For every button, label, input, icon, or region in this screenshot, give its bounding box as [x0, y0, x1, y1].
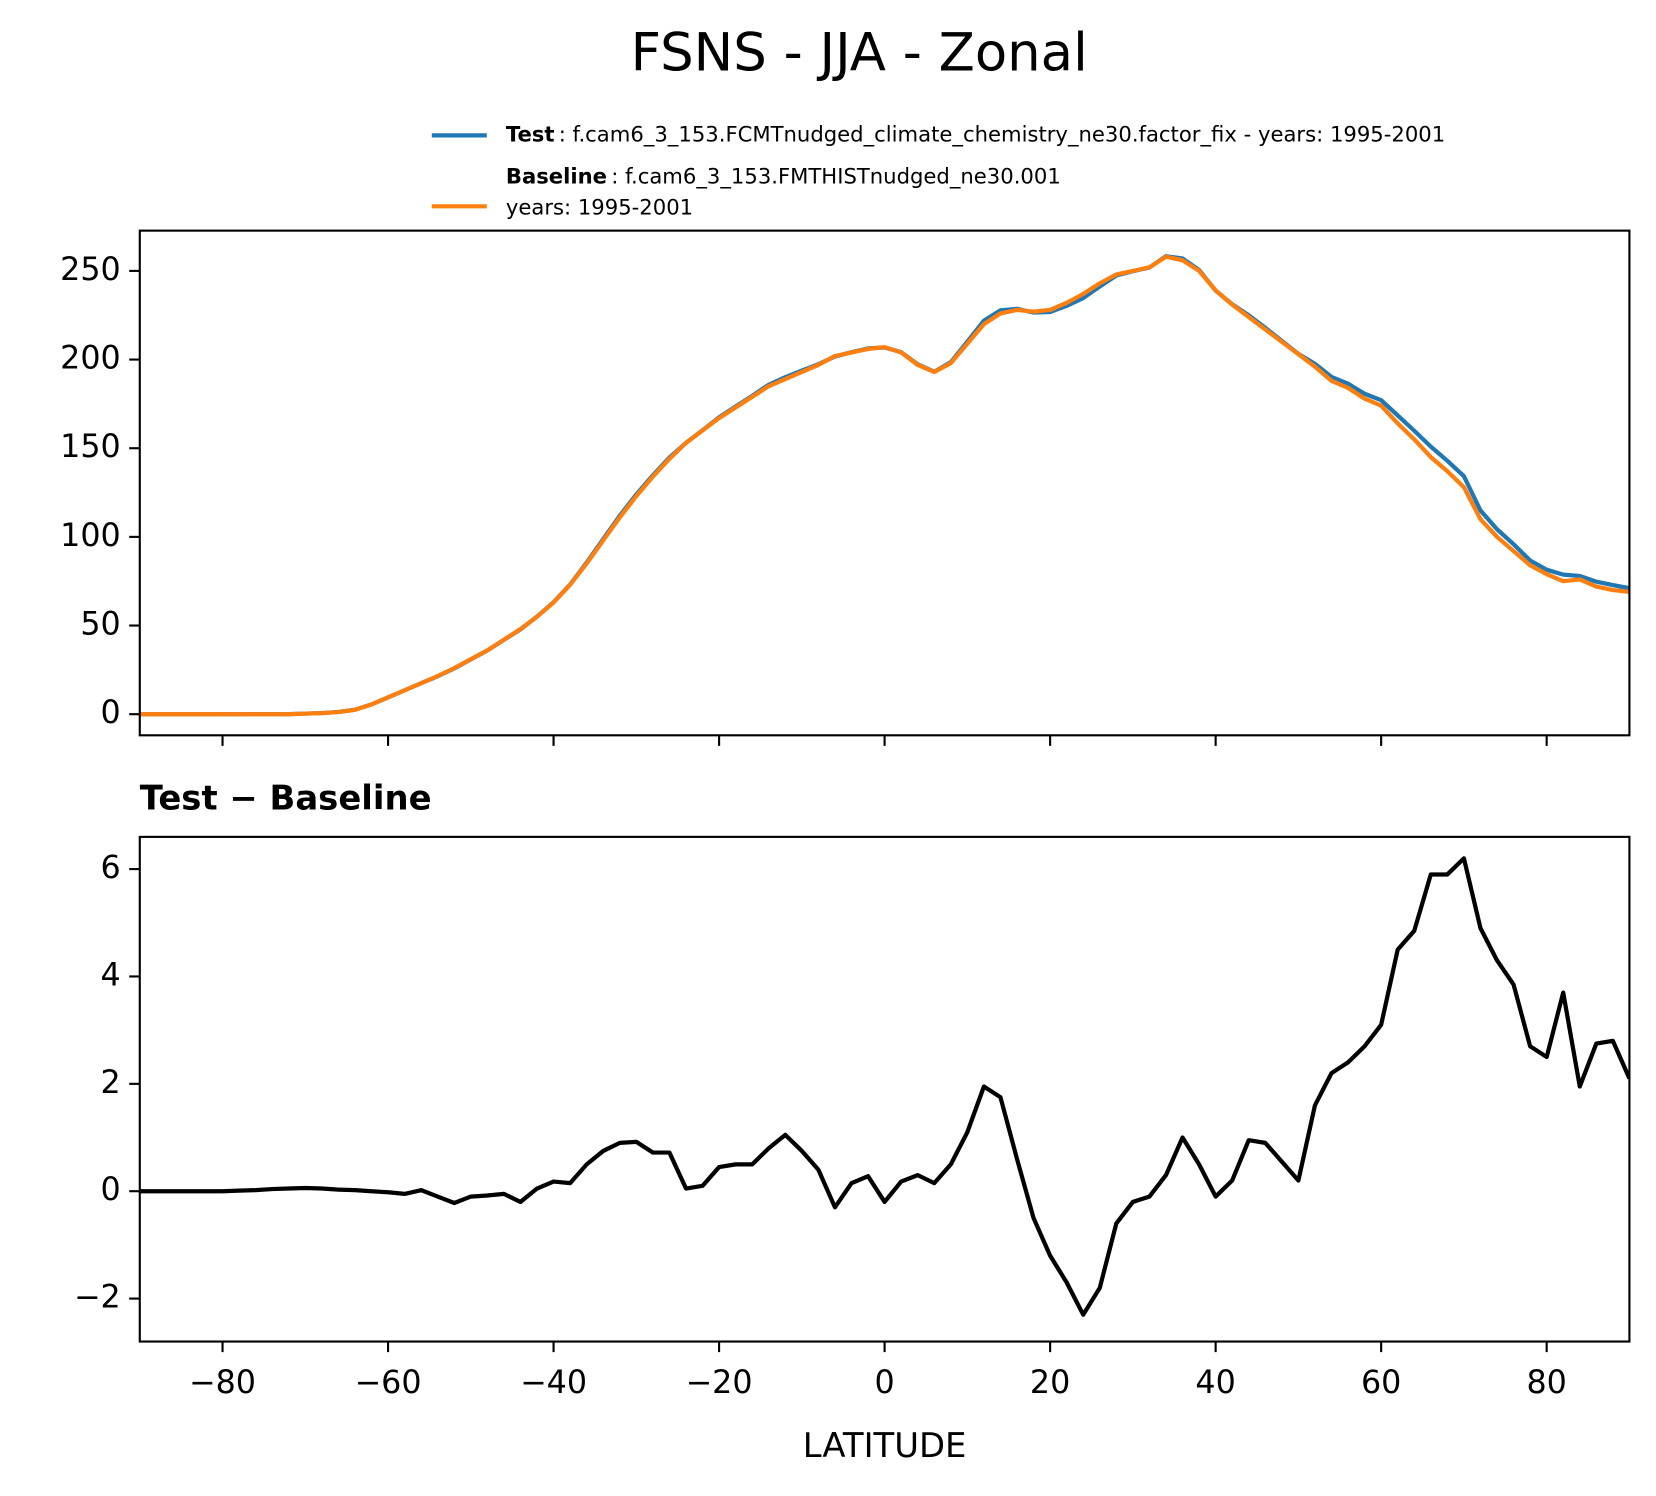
y-tick-label: 150	[60, 429, 121, 465]
y-tick-label: −2	[74, 1280, 121, 1316]
x-tick-label: −20	[686, 1365, 753, 1401]
x-axis-label: LATITUDE	[803, 1426, 967, 1465]
legend-name: Test	[506, 121, 555, 146]
legend-label: Test: f.cam6_3_153.FCMTnudged_climate_ch…	[506, 121, 1445, 147]
y-tick-label: 2	[101, 1065, 121, 1101]
y-tick-label: 200	[60, 341, 121, 377]
x-tick-label: 60	[1361, 1365, 1401, 1401]
x-tick-label: −40	[520, 1365, 587, 1401]
x-tick-label: 20	[1030, 1365, 1070, 1401]
legend-description: years: 1995-2001	[506, 194, 693, 219]
y-tick-label: 0	[101, 695, 121, 731]
y-tick-label: 100	[60, 518, 121, 554]
y-tick-label: 50	[80, 607, 120, 643]
axes-frame	[138, 835, 1631, 1343]
x-tick-label: −80	[189, 1365, 256, 1401]
y-tick-label: 250	[60, 252, 121, 288]
axes-frame	[138, 229, 1631, 737]
y-tick-label: 6	[101, 850, 121, 886]
figure-title: FSNS - JJA - Zonal	[631, 23, 1088, 84]
data-line	[139, 254, 1630, 717]
y-tick-label: 4	[101, 957, 121, 993]
x-tick-label: 40	[1195, 1365, 1235, 1401]
legend-label: Baseline: f.cam6_3_153.FMTHISTnudged_ne3…	[506, 164, 1061, 190]
subplot-title: Test − Baseline	[140, 778, 432, 817]
y-tick-label: 0	[101, 1172, 121, 1208]
x-tick-label: 0	[875, 1365, 895, 1401]
legend-description: : f.cam6_3_153.FCMTnudged_climate_chemis…	[559, 121, 1445, 147]
legend-name: Baseline	[506, 164, 607, 189]
x-tick-label: 80	[1526, 1365, 1566, 1401]
legend-description: : f.cam6_3_153.FMTHISTnudged_ne30.001	[611, 164, 1061, 190]
x-tick-label: −60	[355, 1365, 422, 1401]
data-line	[139, 856, 1630, 1317]
